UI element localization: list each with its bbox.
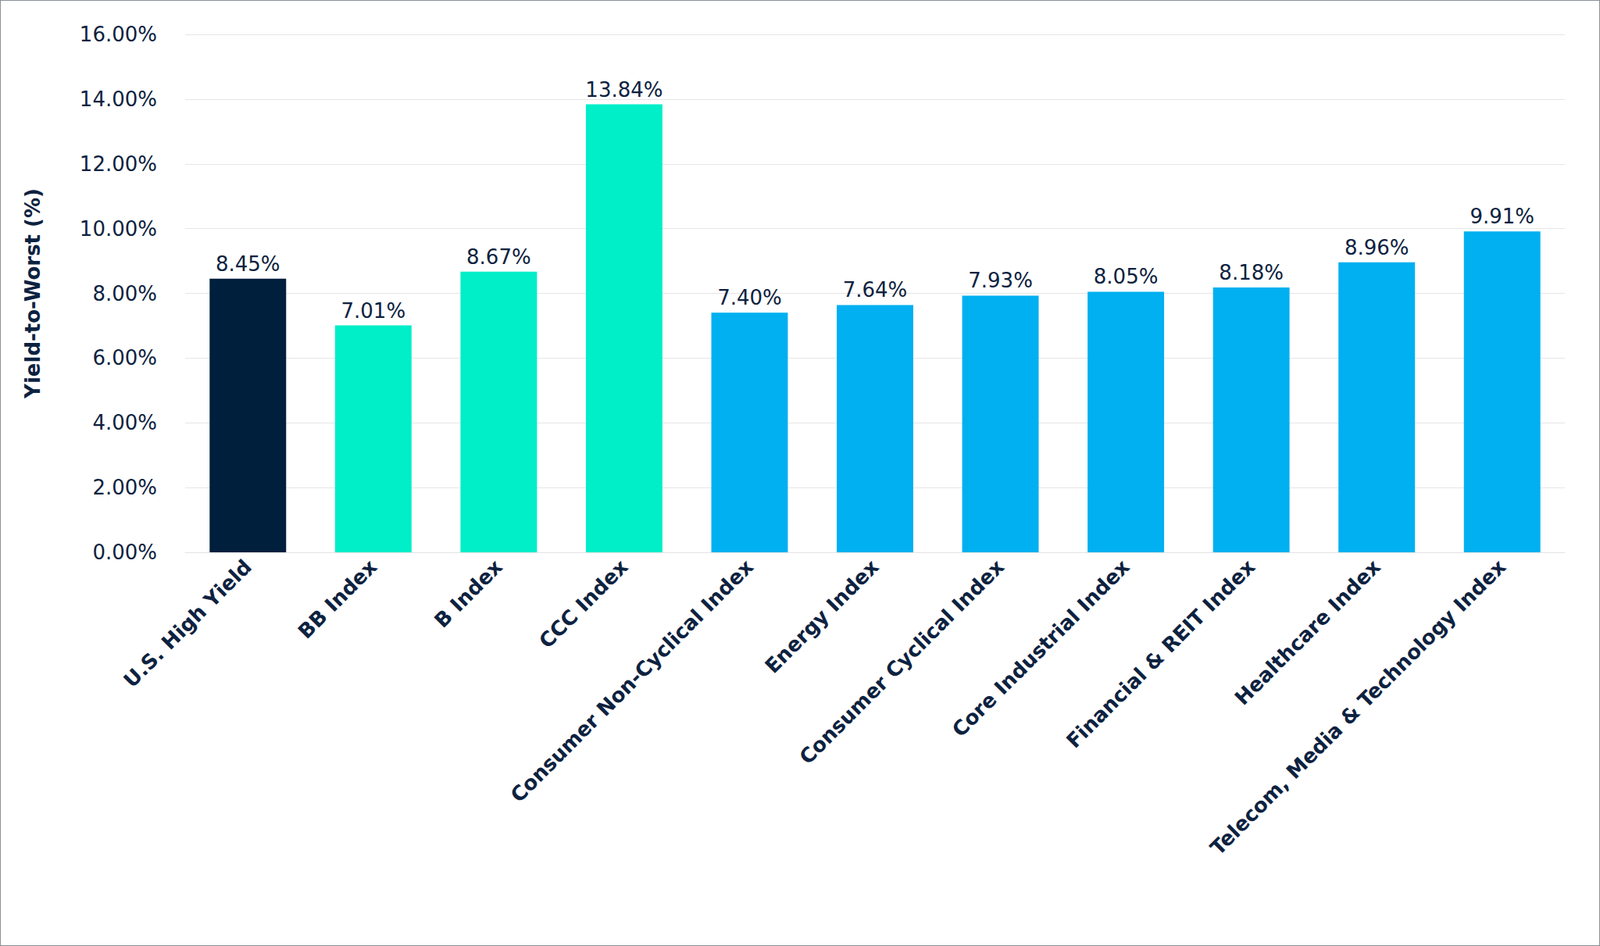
svg-text:Yield-to-Worst (%): Yield-to-Worst (%) <box>21 188 45 400</box>
svg-text:U.S. High Yield: U.S. High Yield <box>118 554 257 693</box>
svg-text:Core Industrial Index: Core Industrial Index <box>947 555 1135 742</box>
svg-text:8.45%: 8.45% <box>215 252 281 276</box>
svg-text:Telecom, Media & Technology In: Telecom, Media & Technology Index <box>1205 554 1511 860</box>
svg-text:8.05%: 8.05% <box>1093 264 1159 289</box>
svg-text:8.67%: 8.67% <box>466 245 532 269</box>
svg-text:Energy Index: Energy Index <box>760 554 883 678</box>
svg-text:Healthcare Index: Healthcare Index <box>1230 555 1385 710</box>
svg-text:2.00%: 2.00% <box>92 475 158 500</box>
svg-text:16.00%: 16.00% <box>79 22 158 47</box>
svg-text:8.96%: 8.96% <box>1344 235 1410 260</box>
svg-text:CCC Index: CCC Index <box>534 554 633 654</box>
svg-text:9.91%: 9.91% <box>1469 204 1535 229</box>
svg-text:Consumer Cyclical Index: Consumer Cyclical Index <box>794 554 1009 769</box>
svg-text:7.93%: 7.93% <box>967 268 1033 293</box>
svg-text:7.40%: 7.40% <box>717 285 783 310</box>
svg-text:4.00%: 4.00% <box>92 410 158 435</box>
svg-text:Consumer Non-Cyclical Index: Consumer Non-Cyclical Index <box>506 554 759 808</box>
svg-text:6.00%: 6.00% <box>92 346 158 370</box>
svg-text:0.00%: 0.00% <box>92 540 158 565</box>
svg-text:13.84%: 13.84% <box>585 78 663 102</box>
svg-text:12.00%: 12.00% <box>79 152 158 176</box>
svg-text:7.01%: 7.01% <box>341 299 407 323</box>
svg-text:Financial & REIT Index: Financial & REIT Index <box>1061 554 1260 753</box>
svg-text:10.00%: 10.00% <box>79 217 158 241</box>
svg-text:8.18%: 8.18% <box>1218 260 1284 285</box>
svg-text:BB Index: BB Index <box>292 554 382 643</box>
svg-text:8.00%: 8.00% <box>92 282 158 306</box>
svg-text:14.00%: 14.00% <box>79 87 158 111</box>
svg-text:B Index: B Index <box>429 554 508 633</box>
svg-text:7.64%: 7.64% <box>842 278 908 302</box>
